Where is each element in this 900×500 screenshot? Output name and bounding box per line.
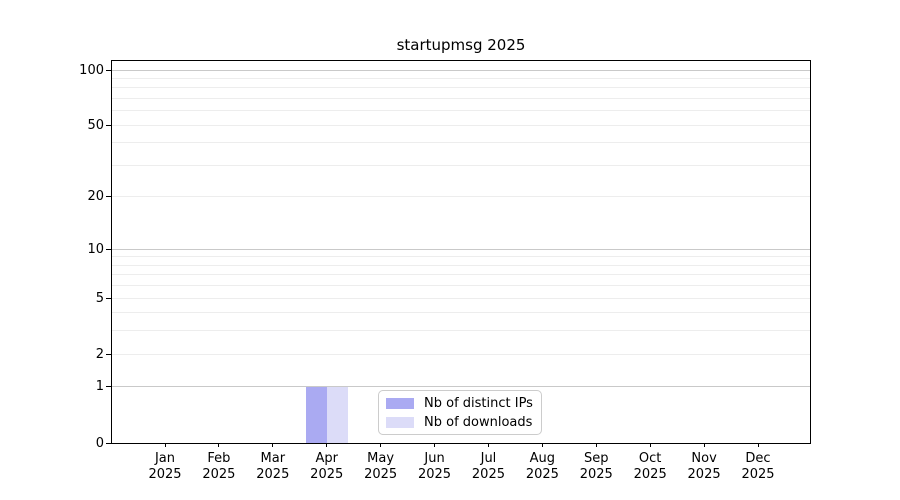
x-tick-year: 2025 <box>633 467 667 482</box>
gridline-minor <box>112 164 810 166</box>
gridline-minor <box>112 87 810 89</box>
y-tick-label: 0 <box>95 435 104 451</box>
x-tick-mark <box>326 443 328 447</box>
legend-label-downloads: Nb of downloads <box>424 414 533 430</box>
gridline-minor <box>112 330 810 332</box>
x-tick-label: Nov 2025 <box>672 451 736 483</box>
x-tick-year: 2025 <box>148 467 182 482</box>
gridline-minor <box>112 142 810 144</box>
x-tick-mark <box>218 443 220 447</box>
y-tick-label: 5 <box>95 290 104 306</box>
x-tick-mark <box>487 443 489 447</box>
y-tick-mark <box>106 442 112 444</box>
x-tick-mark <box>272 443 274 447</box>
gridline-minor <box>112 353 810 355</box>
gridline-minor <box>112 124 810 126</box>
gridline-minor <box>112 274 810 276</box>
x-tick-year: 2025 <box>471 467 505 482</box>
x-tick-month: Apr <box>315 451 338 466</box>
x-tick-label: Feb 2025 <box>187 451 251 483</box>
y-tick-label: 50 <box>87 117 104 133</box>
x-tick-label: Jul 2025 <box>456 451 520 483</box>
gridline-minor <box>112 256 810 258</box>
legend-swatch-downloads <box>386 416 414 428</box>
y-tick-mark <box>106 386 112 388</box>
gridline-minor <box>112 110 810 112</box>
gridline-major <box>112 69 810 71</box>
x-tick-mark <box>164 443 166 447</box>
x-tick-label: Apr 2025 <box>295 451 359 483</box>
x-tick-month: Mar <box>260 451 286 466</box>
y-tick-mark <box>106 353 112 355</box>
x-tick-month: Sep <box>584 451 609 466</box>
y-tick-mark <box>106 69 112 71</box>
x-tick-mark <box>649 443 651 447</box>
x-tick-month: Jun <box>424 451 445 466</box>
y-tick-label: 100 <box>79 62 104 78</box>
bar <box>326 386 348 443</box>
x-tick-year: 2025 <box>741 467 775 482</box>
x-tick-label: Oct 2025 <box>618 451 682 483</box>
y-tick-mark <box>106 297 112 299</box>
legend: Nb of distinct IPs Nb of downloads <box>378 390 542 435</box>
x-tick-label: Sep 2025 <box>564 451 628 483</box>
plot-area: Nb of distinct IPs Nb of downloads <box>111 60 811 444</box>
legend-swatch-distinct-ips <box>386 397 414 409</box>
x-tick-year: 2025 <box>579 467 613 482</box>
y-tick-mark <box>106 248 112 250</box>
x-tick-mark <box>757 443 759 447</box>
legend-label-distinct-ips: Nb of distinct IPs <box>424 395 533 411</box>
gridline-minor <box>112 312 810 314</box>
x-tick-month: Dec <box>745 451 771 466</box>
gridline-minor <box>112 264 810 266</box>
y-tick-label: 1 <box>95 379 104 395</box>
x-tick-month: Feb <box>207 451 231 466</box>
legend-item-distinct-ips: Nb of distinct IPs <box>386 396 541 411</box>
x-tick-year: 2025 <box>256 467 290 482</box>
x-tick-year: 2025 <box>310 467 344 482</box>
x-tick-year: 2025 <box>364 467 398 482</box>
bar <box>305 386 327 443</box>
x-tick-label: May 2025 <box>349 451 413 483</box>
legend-item-downloads: Nb of downloads <box>386 415 541 430</box>
gridline-major <box>112 386 810 388</box>
x-tick-year: 2025 <box>417 467 452 482</box>
x-tick-label: Jan 2025 <box>133 451 197 483</box>
gridline-minor <box>112 77 810 79</box>
y-tick-label: 10 <box>87 241 104 257</box>
x-tick-mark <box>703 443 705 447</box>
y-tick-mark <box>106 196 112 198</box>
x-tick-month: Jan <box>154 451 176 466</box>
gridline-minor <box>112 196 810 198</box>
x-tick-mark <box>380 443 382 447</box>
gridline-minor <box>112 285 810 287</box>
y-tick-label: 20 <box>87 189 104 205</box>
x-tick-year: 2025 <box>687 467 721 482</box>
y-tick-label: 2 <box>95 346 104 362</box>
x-tick-label: Aug 2025 <box>510 451 574 483</box>
x-tick-month: Aug <box>529 451 556 466</box>
x-tick-month: May <box>367 451 395 466</box>
x-tick-month: Oct <box>638 451 662 466</box>
chart-title: startupmsg 2025 <box>396 36 526 54</box>
x-tick-label: Mar 2025 <box>241 451 305 483</box>
gridline-minor <box>112 297 810 299</box>
gridline-minor <box>112 97 810 99</box>
x-tick-mark <box>434 443 436 447</box>
x-tick-mark <box>595 443 597 447</box>
gridline-major <box>112 248 810 250</box>
x-tick-label: Dec 2025 <box>726 451 790 483</box>
x-tick-label: Jun 2025 <box>403 451 467 483</box>
y-tick-mark <box>106 124 112 126</box>
x-tick-month: Nov <box>691 451 717 466</box>
x-tick-year: 2025 <box>525 467 559 482</box>
x-tick-year: 2025 <box>202 467 236 482</box>
x-tick-mark <box>541 443 543 447</box>
x-tick-month: Jul <box>480 451 497 466</box>
